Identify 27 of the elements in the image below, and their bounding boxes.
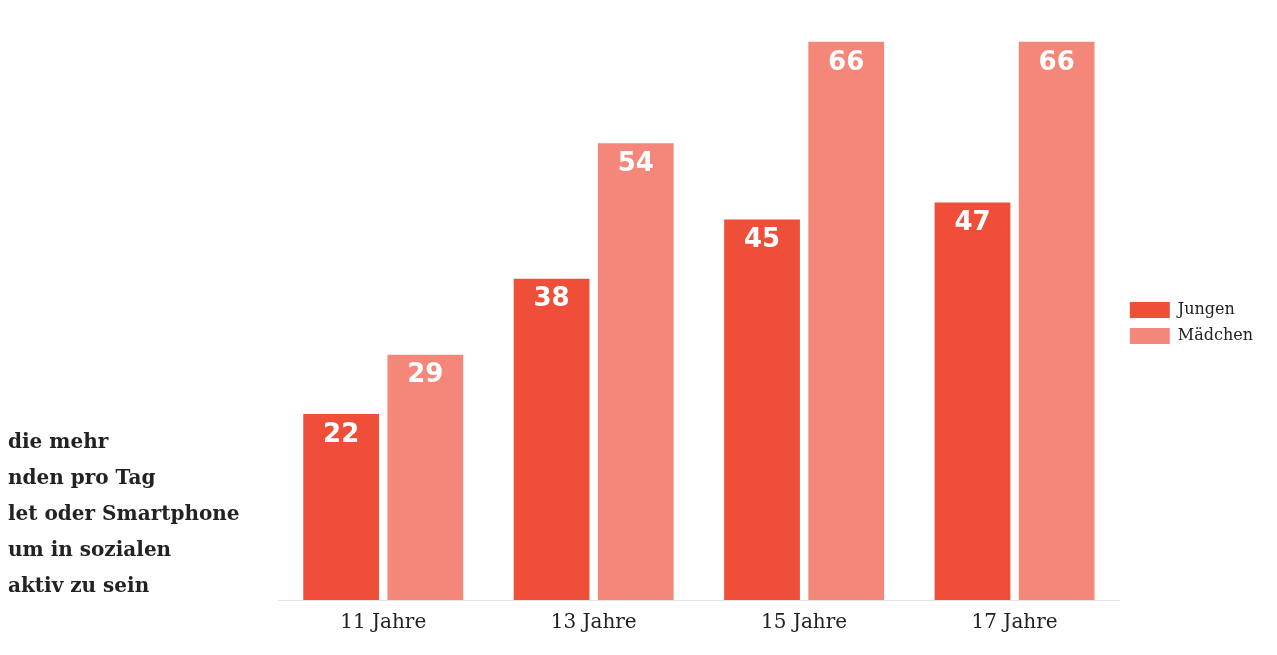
bar xyxy=(303,413,380,600)
bar xyxy=(387,354,464,600)
data-label: 47 xyxy=(954,206,991,237)
x-tick-label: 13 Jahre xyxy=(550,609,637,634)
text: let oder Smartphone xyxy=(8,500,241,527)
data-label: 66 xyxy=(828,45,865,76)
x-tick-label: 17 Jahre xyxy=(971,609,1058,634)
data-label: 29 xyxy=(407,358,444,389)
data-label: 22 xyxy=(323,417,360,448)
text: die mehr xyxy=(8,428,110,455)
data-label: 45 xyxy=(743,223,781,254)
x-tick-label: 11 Jahre xyxy=(340,609,427,634)
legend-label: Jungen xyxy=(1175,299,1235,319)
bar xyxy=(597,143,674,600)
bar xyxy=(724,219,800,600)
bar xyxy=(808,41,885,600)
bar xyxy=(513,278,590,600)
text: aktiv zu sein xyxy=(8,572,151,599)
bar xyxy=(1018,41,1095,600)
data-label: 54 xyxy=(617,147,654,178)
legend-label: Mädchen xyxy=(1177,325,1253,345)
bar xyxy=(934,202,1011,600)
x-tick-label: 15 Jahre xyxy=(761,609,848,634)
data-label: 38 xyxy=(533,282,570,313)
data-label: 66 xyxy=(1038,45,1075,76)
text: nden pro Tag xyxy=(8,464,157,491)
text: um in sozialen xyxy=(8,536,173,563)
